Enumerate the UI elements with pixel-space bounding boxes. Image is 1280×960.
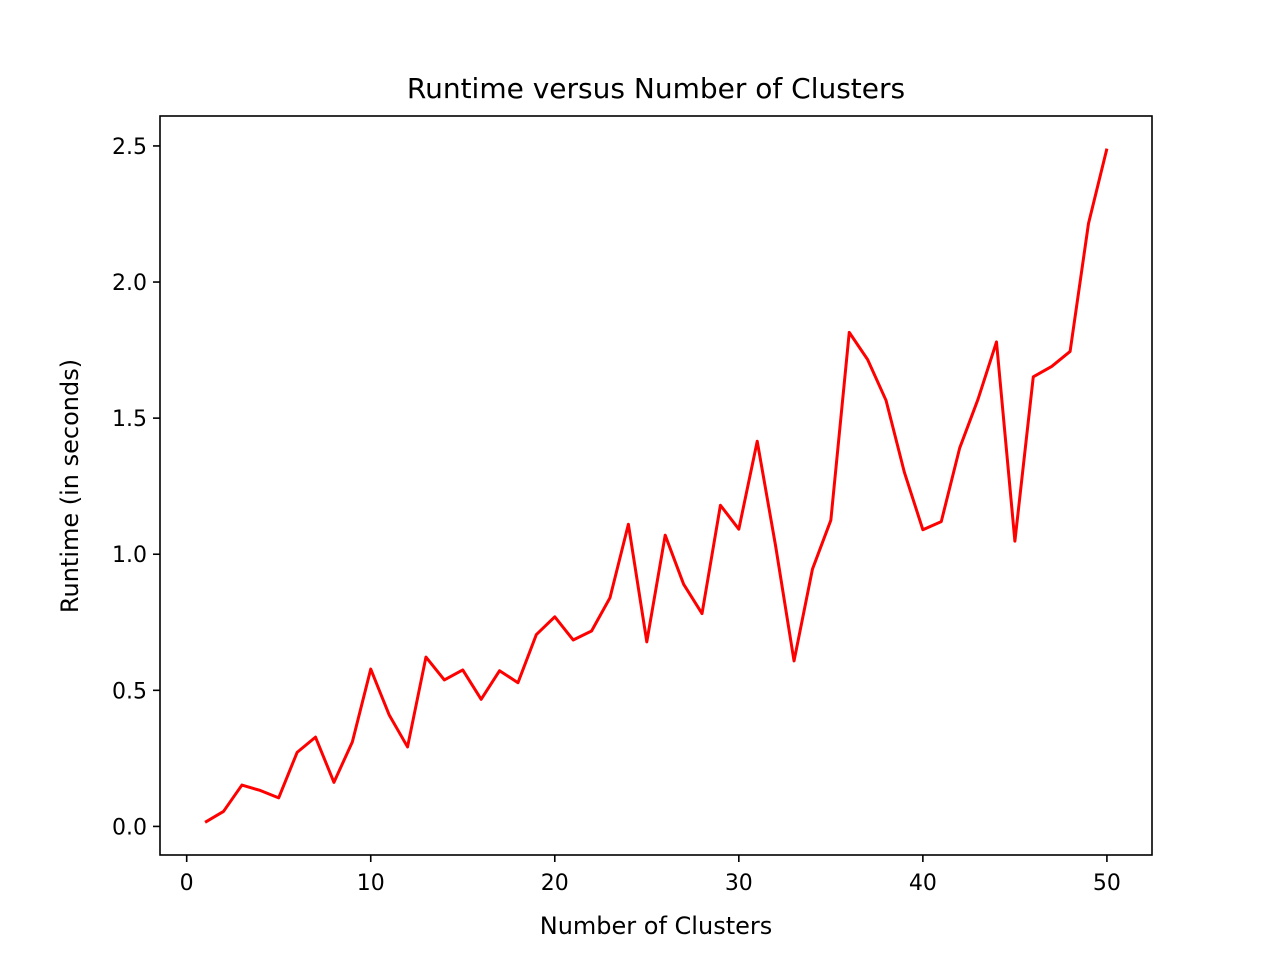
y-tick-label: 2.5 (112, 135, 147, 160)
axes-frame (159, 115, 1153, 856)
y-tick-label: 0.5 (112, 679, 147, 704)
y-tick-label: 1.5 (112, 407, 147, 432)
chart-title: Runtime versus Number of Clusters (407, 72, 905, 105)
y-tick-label: 1.0 (112, 543, 147, 568)
x-tick-label: 10 (357, 871, 385, 896)
x-tick-label: 40 (909, 871, 937, 896)
y-axis-label: Runtime (in seconds) (56, 359, 84, 613)
x-tick-label: 30 (725, 871, 753, 896)
x-axis-label: Number of Clusters (540, 912, 773, 940)
y-tick-label: 2.0 (112, 271, 147, 296)
plot-area (204, 148, 1109, 824)
x-tick-label: 50 (1093, 871, 1121, 896)
x-tick-label: 0 (180, 871, 194, 896)
y-axis: 0.0 0.5 1.0 1.5 2.0 2.5 (112, 135, 160, 840)
y-tick-label: 0.0 (112, 815, 147, 840)
series-line (204, 148, 1109, 824)
x-axis: 0 10 20 30 40 50 (180, 855, 1121, 896)
x-tick-label: 20 (541, 871, 569, 896)
